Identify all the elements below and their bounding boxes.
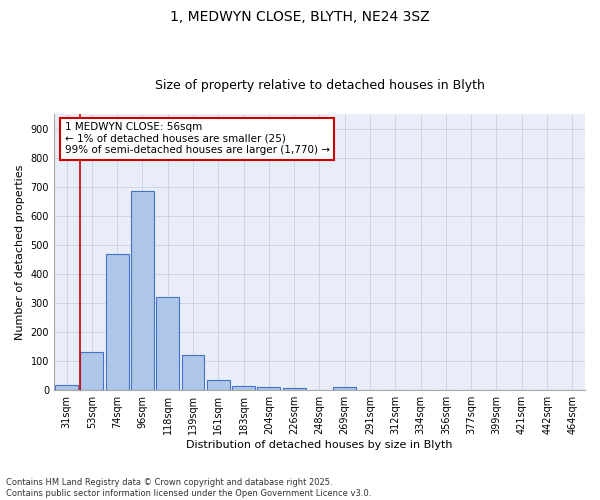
Bar (283, 388, 305, 390)
Bar (257, 386, 280, 390)
Y-axis label: Number of detached properties: Number of detached properties (15, 164, 25, 340)
Bar (182, 356, 205, 390)
Bar (334, 388, 356, 390)
Bar (157, 297, 179, 390)
Text: Contains HM Land Registry data © Crown copyright and database right 2025.
Contai: Contains HM Land Registry data © Crown c… (6, 478, 371, 498)
Title: Size of property relative to detached houses in Blyth: Size of property relative to detached ho… (155, 79, 484, 92)
Bar (131, 191, 154, 390)
X-axis label: Distribution of detached houses by size in Blyth: Distribution of detached houses by size … (186, 440, 453, 450)
Text: 1 MEDWYN CLOSE: 56sqm
← 1% of detached houses are smaller (25)
99% of semi-detac: 1 MEDWYN CLOSE: 56sqm ← 1% of detached h… (65, 122, 329, 156)
Text: 1, MEDWYN CLOSE, BLYTH, NE24 3SZ: 1, MEDWYN CLOSE, BLYTH, NE24 3SZ (170, 10, 430, 24)
Bar (106, 254, 128, 390)
Bar (207, 380, 230, 390)
Bar (232, 386, 255, 390)
Bar (80, 352, 103, 390)
Bar (55, 385, 78, 390)
